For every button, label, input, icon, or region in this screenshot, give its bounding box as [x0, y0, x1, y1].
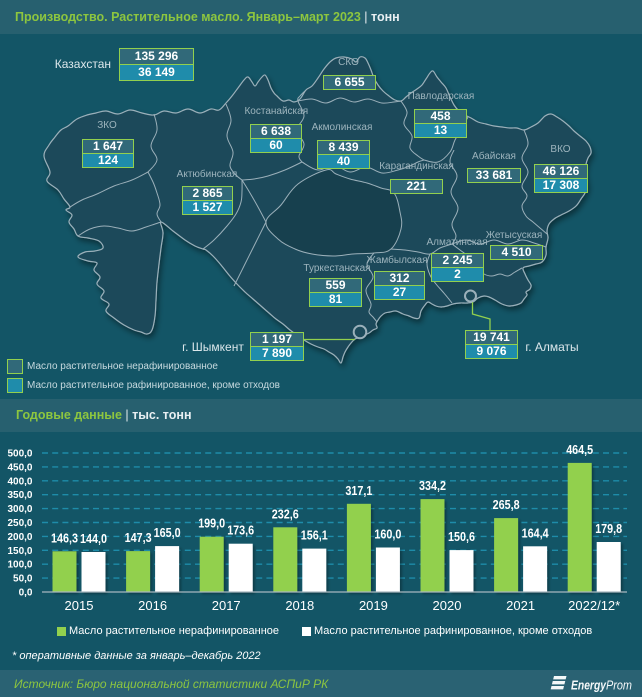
svg-text:2020: 2020	[433, 598, 462, 613]
svg-text:400,0: 400,0	[7, 476, 32, 487]
svg-text:173,6: 173,6	[227, 523, 254, 538]
svg-text:150,6: 150,6	[448, 529, 475, 544]
svg-text:Prom: Prom	[606, 678, 632, 693]
svg-text:0,0: 0,0	[19, 588, 33, 599]
svg-text:2017: 2017	[212, 598, 241, 613]
svg-text:450,0: 450,0	[7, 462, 32, 473]
svg-text:334,2: 334,2	[419, 478, 446, 493]
svg-text:199,0: 199,0	[198, 516, 225, 531]
svg-text:144,0: 144,0	[80, 531, 107, 546]
svg-text:2016: 2016	[138, 598, 167, 613]
svg-text:350,0: 350,0	[7, 490, 32, 501]
svg-text:2022/12*: 2022/12*	[568, 598, 620, 613]
svg-text:179,8: 179,8	[595, 521, 622, 536]
svg-text:164,4: 164,4	[522, 525, 550, 540]
svg-text:150,0: 150,0	[7, 546, 32, 557]
svg-text:165,0: 165,0	[154, 525, 181, 540]
svg-text:317,1: 317,1	[345, 483, 372, 498]
svg-text:160,0: 160,0	[374, 527, 401, 542]
svg-text:232,6: 232,6	[272, 506, 299, 521]
svg-text:100,0: 100,0	[7, 560, 32, 571]
svg-text:250,0: 250,0	[7, 518, 32, 529]
svg-text:2015: 2015	[65, 598, 94, 613]
svg-text:2021: 2021	[506, 598, 535, 613]
svg-text:500,0: 500,0	[7, 449, 32, 460]
svg-text:464,5: 464,5	[566, 442, 593, 457]
svg-text:156,1: 156,1	[301, 528, 328, 543]
svg-text:50,0: 50,0	[13, 574, 33, 585]
svg-text:146,3: 146,3	[51, 530, 78, 545]
svg-text:2019: 2019	[359, 598, 388, 613]
svg-text:147,3: 147,3	[125, 530, 152, 545]
svg-text:200,0: 200,0	[7, 532, 32, 543]
svg-text:2018: 2018	[285, 598, 314, 613]
svg-text:Energy: Energy	[571, 678, 607, 693]
svg-text:265,8: 265,8	[493, 497, 520, 512]
svg-text:300,0: 300,0	[7, 504, 32, 515]
